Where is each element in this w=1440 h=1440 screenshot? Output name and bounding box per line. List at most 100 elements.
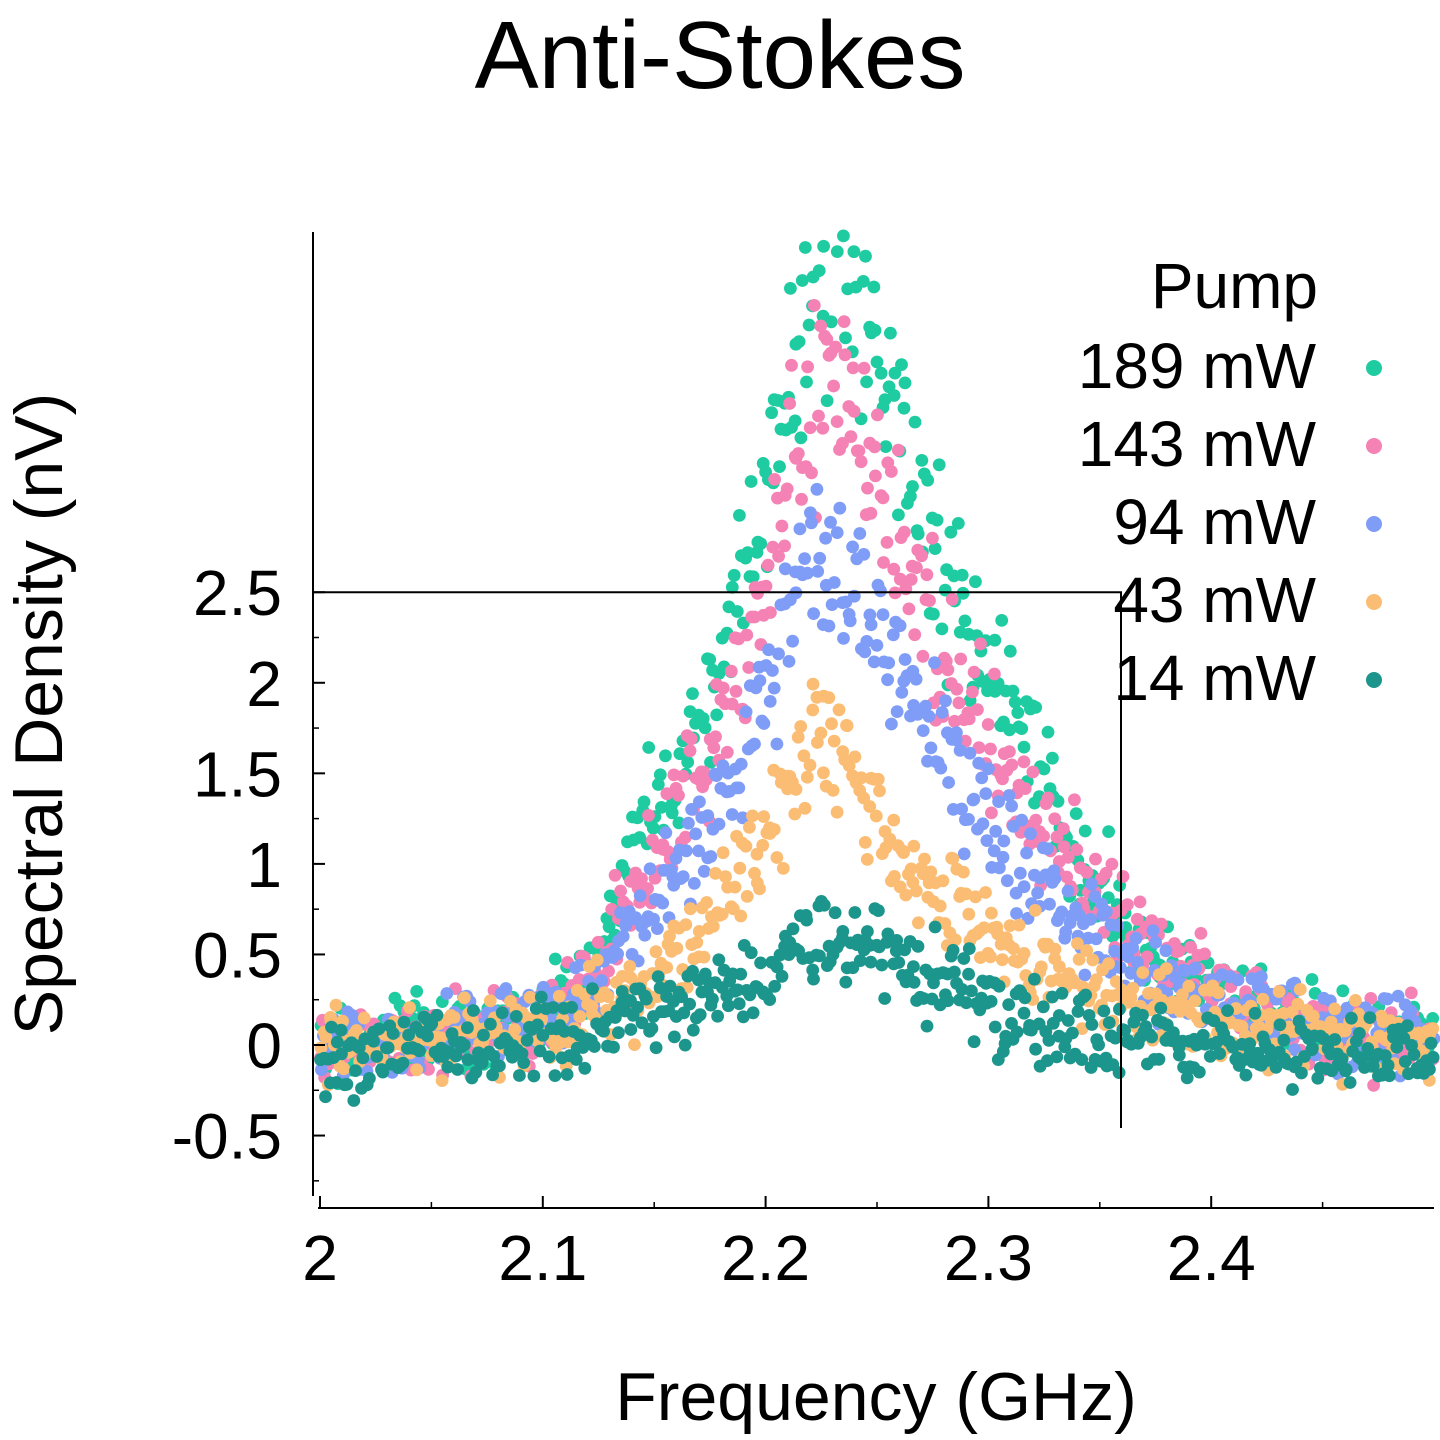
x-tick-label: 2.4 — [1167, 1222, 1256, 1294]
data-point — [941, 663, 955, 677]
data-point — [739, 705, 753, 719]
data-point — [977, 921, 991, 935]
data-point — [720, 745, 734, 759]
data-point — [1383, 1069, 1396, 1083]
data-point — [1172, 944, 1186, 958]
data-point — [315, 1063, 328, 1077]
data-point — [517, 1056, 531, 1069]
data-point — [709, 730, 722, 744]
data-point — [876, 608, 890, 621]
data-point — [759, 579, 773, 593]
data-point — [957, 952, 971, 965]
data-point — [1017, 755, 1031, 769]
data-point — [1112, 1066, 1126, 1079]
data-point — [817, 239, 830, 253]
data-point — [1426, 1050, 1440, 1064]
data-point — [548, 952, 562, 966]
data-point — [776, 862, 790, 875]
data-point — [523, 990, 537, 1004]
data-point — [956, 586, 970, 600]
data-point — [1075, 1022, 1089, 1035]
data-point — [988, 667, 1001, 681]
data-point — [565, 1000, 578, 1014]
data-point — [844, 430, 858, 443]
data-point — [1042, 1033, 1056, 1047]
data-point — [800, 375, 813, 389]
data-point — [673, 747, 687, 761]
x-axis-label: Frequency (GHz) — [615, 1359, 1136, 1435]
data-point — [340, 1077, 354, 1091]
data-point — [871, 408, 884, 422]
data-point — [775, 969, 789, 983]
data-point — [1002, 998, 1016, 1011]
data-point — [1102, 825, 1115, 838]
data-point — [520, 1033, 534, 1047]
data-point — [711, 1009, 724, 1023]
data-point — [586, 982, 599, 996]
data-point — [639, 992, 653, 1006]
data-point — [1306, 1009, 1320, 1023]
data-point — [1306, 1041, 1319, 1055]
data-point — [1149, 936, 1162, 949]
data-point — [693, 1008, 707, 1022]
data-point — [350, 1024, 363, 1037]
data-point — [824, 315, 838, 329]
data-point — [1026, 765, 1040, 779]
data-point — [712, 817, 726, 831]
data-point — [684, 902, 697, 916]
data-point — [858, 645, 872, 659]
data-point — [1071, 1005, 1085, 1018]
data-point — [920, 568, 934, 582]
data-point — [616, 930, 630, 943]
data-point — [1231, 973, 1245, 987]
data-point — [1018, 782, 1032, 795]
data-point — [939, 694, 952, 708]
data-point — [1364, 992, 1378, 1005]
data-point — [898, 653, 912, 666]
axes: -0.5 0 0.5 1 1.5 2 2.5 2 2.1 2.2 2.3 2.4 — [172, 232, 1434, 1294]
data-point — [722, 999, 735, 1013]
data-point — [819, 531, 832, 545]
data-point — [881, 673, 894, 687]
data-point — [909, 884, 923, 898]
data-point — [656, 896, 670, 910]
data-point — [1043, 897, 1056, 911]
data-point — [1248, 1006, 1262, 1020]
data-point — [1017, 947, 1031, 960]
chart-title: Anti-Stokes — [475, 2, 966, 109]
data-point — [1097, 1004, 1111, 1018]
legend-entry-label: 43 mW — [1113, 564, 1316, 636]
data-point — [927, 607, 940, 621]
data-point — [1092, 1038, 1105, 1052]
data-point — [668, 1030, 681, 1044]
data-point — [1251, 1046, 1265, 1060]
data-point — [376, 1065, 390, 1079]
data-point — [830, 526, 844, 539]
data-point — [458, 1038, 471, 1052]
data-point — [734, 757, 748, 771]
data-point — [757, 810, 771, 823]
data-point — [915, 549, 928, 563]
data-point — [1015, 813, 1029, 827]
data-point — [709, 867, 722, 880]
data-point — [542, 1050, 556, 1064]
data-point — [1029, 1042, 1042, 1056]
data-point — [853, 527, 867, 540]
scatter-points — [314, 229, 1440, 1107]
data-point — [1182, 979, 1196, 993]
data-point — [967, 665, 981, 679]
data-point — [1152, 1052, 1166, 1066]
data-point — [995, 614, 1009, 627]
data-point — [421, 1029, 434, 1043]
data-point — [800, 913, 813, 927]
data-point — [869, 809, 883, 823]
data-point — [1010, 1025, 1024, 1039]
data-point — [367, 1034, 380, 1048]
data-point — [1055, 905, 1069, 919]
data-point — [767, 681, 781, 695]
data-point — [447, 1011, 461, 1024]
data-point — [710, 708, 724, 722]
data-point — [534, 990, 548, 1004]
data-point — [948, 965, 961, 979]
data-point — [730, 605, 744, 618]
